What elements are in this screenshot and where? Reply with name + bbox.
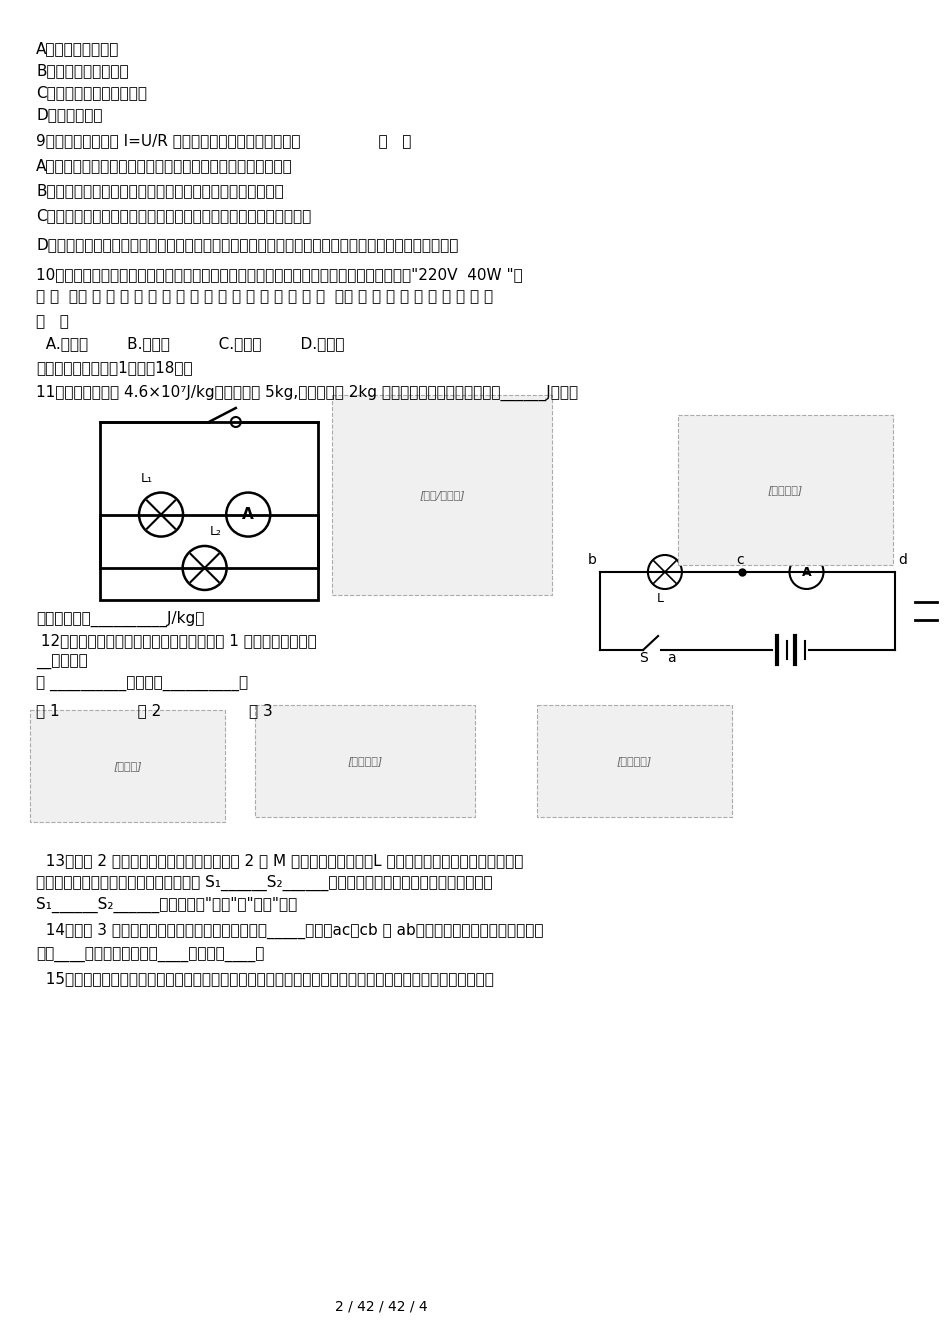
Circle shape [182, 546, 227, 590]
Text: 15、台式电脑使用一段时间后，为保证电脑的稳定性，需要翻开主机箱盖除尘，这是因为散热风扇的扇叶在转: 15、台式电脑使用一段时间后，为保证电脑的稳定性，需要翻开主机箱盖除尘，这是因为… [36, 970, 494, 986]
Text: 10、小明仔细观察家中的电视机、电风扇、电烙铁和节能灯四种电器，发现它们上面都标有"220V  40W "的: 10、小明仔细观察家中的电视机、电风扇、电烙铁和节能灯四种电器，发现它们上面都标… [36, 267, 522, 282]
Text: 将 __________能转化成__________能: 将 __________能转化成__________能 [36, 677, 248, 692]
Text: 图 1                图 2                  图 3: 图 1 图 2 图 3 [36, 703, 273, 718]
Text: A: A [802, 566, 811, 578]
Bar [332, 395, 552, 595]
Text: A: A [242, 507, 254, 521]
Text: [冰箱电路]: [冰箱电路] [348, 755, 383, 766]
Text: 2 / 42 / 42 / 4: 2 / 42 / 42 / 4 [335, 1300, 428, 1314]
Text: C．开关接触不良，断路了: C．开关接触不良，断路了 [36, 85, 147, 99]
Circle shape [139, 492, 183, 536]
Bar [30, 710, 225, 823]
Text: [电流表图]: [电流表图] [768, 485, 803, 495]
Circle shape [226, 492, 270, 536]
Bar [100, 422, 318, 599]
Text: 二、填空题：（每空1分，共18分）: 二、填空题：（每空1分，共18分） [36, 360, 193, 375]
Text: d: d [898, 552, 907, 567]
Text: 接入电路后，关闭了电冰箱的门时，开关 S₁______S₂______；当又翻开正在工作的电冰箱门时，开关: 接入电路后，关闭了电冰箱的门时，开关 S₁______S₂______；当又翻开… [36, 875, 493, 891]
Text: 11、汽油的热值为 4.6×10⁷J/kg，现有汽油 5kg,假设其中的 2kg 汽油完全燃烧，放出的热量是______J，剩余: 11、汽油的热值为 4.6×10⁷J/kg，现有汽油 5kg,假设其中的 2kg… [36, 384, 579, 402]
Text: [内燃机]: [内燃机] [113, 761, 142, 771]
Text: （   ）: （ ） [36, 314, 68, 329]
Text: L: L [656, 591, 663, 605]
Text: L₂: L₂ [210, 526, 221, 538]
Text: 13．如图 2 是简化了的电冰箱的电路图．图 2 中 M 是压缩机的电动机，L 是电冰箱内部的照明灯．当电冰箱: 13．如图 2 是简化了的电冰箱的电路图．图 2 中 M 是压缩机的电动机，L … [36, 853, 523, 868]
Text: A．对某一段导体来说，导体中的电流跟它两端的电压成正比。: A．对某一段导体来说，导体中的电流跟它两端的电压成正比。 [36, 159, 293, 173]
Text: S₁______S₂______．〔均选填"断开"或"闭合"〕。: S₁______S₂______．〔均选填"断开"或"闭合"〕。 [36, 896, 297, 913]
Text: B．在相同电压的条件下，不同导体中的电流跟电阻成反比。: B．在相同电压的条件下，不同导体中的电流跟电阻成反比。 [36, 183, 284, 198]
Text: [线圈/电机图]: [线圈/电机图] [419, 491, 465, 500]
Text: S: S [639, 650, 648, 665]
Text: D．电流表断路: D．电流表断路 [36, 108, 103, 122]
Text: C．导体中的电流既与导体两端的电压有关，也与导体的电阻有关。: C．导体中的电流既与导体两端的电压有关，也与导体的电阻有关。 [36, 208, 312, 223]
Text: 汽油的热值是__________J/kg．: 汽油的热值是__________J/kg． [36, 612, 204, 628]
Text: 14、如图 3 所示，滑动变阻器接入电路的电阻线是_____段，〔ac、cb 或 ab〕当滑片向左移动时，电压表示: 14、如图 3 所示，滑动变阻器接入电路的电阻线是_____段，〔ac、cb 或… [36, 923, 543, 939]
Text: 12．内燃机的一个工作循环有四个冲程，图 1 中表示的是其中的: 12．内燃机的一个工作循环有四个冲程，图 1 中表示的是其中的 [36, 633, 316, 648]
Text: c: c [736, 552, 744, 567]
Text: 字 样  ，假 设 它 们 都 在 额 定 电 压 下 工 作 相 同 的 时 间  ，那 么 产 生 的 热 量 最 多 的 是: 字 样 ，假 设 它 们 都 在 额 定 电 压 下 工 作 相 同 的 时 间… [36, 289, 493, 304]
Text: 9、对欧姆定律公式 I=U/R 的理解，下面说法错误的选项是                （   ）: 9、对欧姆定律公式 I=U/R 的理解，下面说法错误的选项是 （ ） [36, 133, 411, 148]
Text: 数变____，电路中的电流变____，灯泡变____。: 数变____，电路中的电流变____，灯泡变____。 [36, 948, 264, 964]
Text: D．因为电阻是导体本身的一种性质，所以导体中的电流只与导体两端的电压有关，与导体的电阻无关。: D．因为电阻是导体本身的一种性质，所以导体中的电流只与导体两端的电压有关，与导体… [36, 237, 458, 253]
Text: A．小灯泡灯丝断了: A．小灯泡灯丝断了 [36, 42, 120, 56]
Circle shape [648, 555, 682, 589]
Text: b: b [588, 552, 597, 567]
Circle shape [789, 555, 824, 589]
Bar [537, 706, 732, 817]
Text: L₁: L₁ [141, 472, 153, 485]
Bar [255, 706, 475, 817]
Text: B．小灯泡被短路了。: B．小灯泡被短路了。 [36, 63, 128, 78]
Bar [678, 415, 893, 564]
Text: A.电视机        B.电风扇          C.电烙铁        D.节能灯: A.电视机 B.电风扇 C.电烙铁 D.节能灯 [36, 336, 345, 351]
Text: [滑变电路]: [滑变电路] [617, 755, 652, 766]
Text: __冲程；它: __冲程；它 [36, 655, 87, 671]
Text: a: a [667, 650, 675, 665]
